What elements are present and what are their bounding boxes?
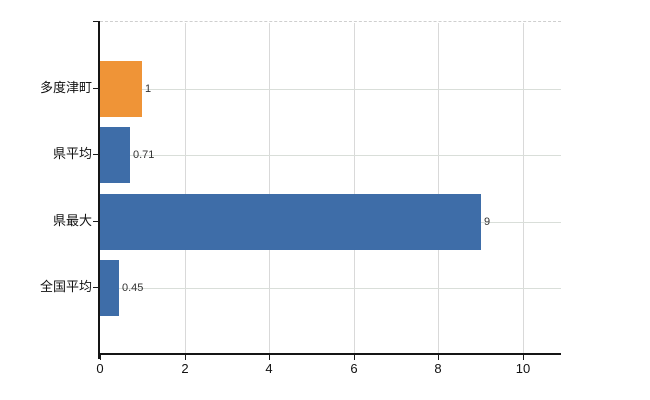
x-axis-line	[99, 353, 561, 355]
bar-3	[100, 194, 481, 250]
vertical-gridline	[354, 23, 355, 355]
y-axis-tick	[93, 221, 99, 222]
bar-2	[100, 127, 130, 183]
value-label: 0.45	[122, 282, 144, 294]
vertical-gridline	[523, 23, 524, 355]
x-axis-tick	[523, 355, 524, 360]
horizontal-gridline	[100, 288, 561, 289]
value-label: 0.71	[133, 149, 155, 161]
category-label: 全国平均	[39, 279, 92, 294]
bar-1	[100, 61, 142, 117]
value-label: 9	[484, 216, 491, 228]
x-axis-tick-label: 8	[434, 361, 442, 376]
x-axis-tick	[100, 355, 101, 360]
x-axis-tick	[269, 355, 270, 360]
y-axis-tick	[93, 154, 99, 155]
y-axis-line	[98, 21, 100, 359]
category-label: 県最大	[52, 213, 92, 228]
horizontal-gridline	[100, 155, 561, 156]
x-axis-tick-label: 6	[350, 361, 358, 376]
vertical-gridline	[438, 23, 439, 355]
x-axis-tick	[354, 355, 355, 360]
x-axis-tick-label: 10	[515, 361, 531, 376]
vertical-gridline	[269, 23, 270, 355]
x-axis-tick-label: 4	[265, 361, 273, 376]
x-axis-tick	[185, 355, 186, 360]
category-label: 多度津町	[39, 80, 92, 95]
y-axis-top-tick	[93, 21, 99, 22]
x-axis-tick	[438, 355, 439, 360]
plot-area: 1 0.71 9 0.45	[100, 21, 561, 355]
y-axis-tick	[93, 88, 99, 89]
x-axis-tick-label: 0	[96, 361, 104, 376]
value-label: 1	[145, 83, 152, 95]
y-axis-tick	[93, 287, 99, 288]
vertical-gridline	[185, 23, 186, 355]
x-axis-tick-label: 2	[181, 361, 189, 376]
category-label: 県平均	[52, 146, 92, 161]
horizontal-gridline	[100, 89, 561, 90]
bar-4	[100, 260, 119, 316]
